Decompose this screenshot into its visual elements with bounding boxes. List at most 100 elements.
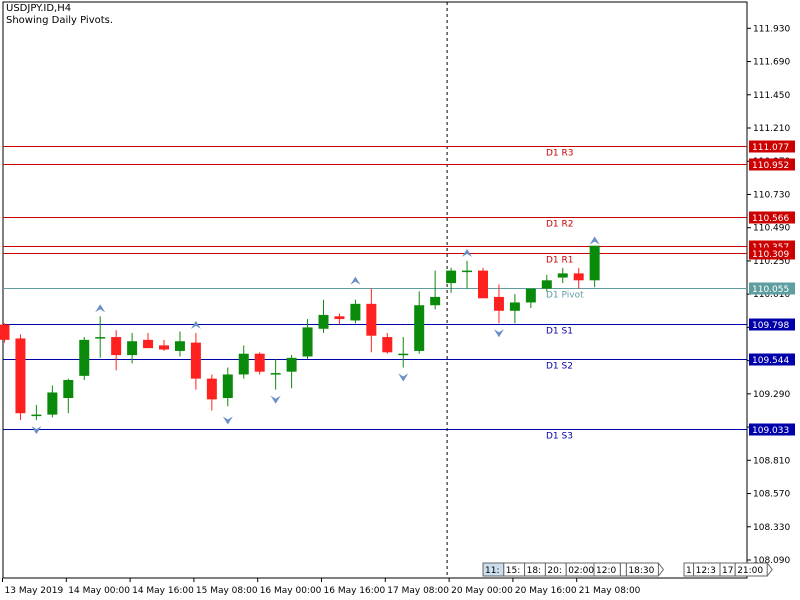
price-label-text: 109.033 bbox=[752, 426, 789, 436]
fractal-up-marker bbox=[589, 236, 600, 245]
fractal-up-marker bbox=[462, 248, 473, 257]
y-tick-label: 109.290 bbox=[753, 390, 790, 400]
price-label-box bbox=[749, 353, 795, 366]
session-tab-label: 18:30 bbox=[628, 566, 654, 576]
session-tab-label: 17 bbox=[722, 566, 733, 576]
fractal-down-marker bbox=[398, 373, 409, 382]
bullish-candle bbox=[286, 357, 297, 372]
bullish-candle bbox=[557, 273, 568, 278]
price-label-box bbox=[749, 423, 795, 436]
bearish-candle bbox=[254, 353, 265, 372]
session-tab-label: 12:3 bbox=[696, 566, 716, 576]
price-label-box bbox=[749, 140, 795, 153]
session-tab[interactable] bbox=[734, 562, 768, 577]
session-tab-arrow bbox=[766, 562, 773, 577]
fractal-up-marker bbox=[350, 276, 361, 285]
bearish-candle bbox=[573, 273, 584, 281]
bullish-candle bbox=[414, 305, 425, 351]
y-tick-label: 108.330 bbox=[753, 523, 790, 533]
bearish-candle bbox=[493, 296, 504, 311]
chart-plot-frame bbox=[2, 1, 748, 579]
y-tick-label: 108.090 bbox=[753, 556, 790, 566]
bearish-candle bbox=[478, 270, 488, 299]
chart-subtitle: Showing Daily Pivots. bbox=[6, 15, 114, 26]
session-tab-label: 12:0 bbox=[596, 566, 616, 576]
price-label-text: 111.077 bbox=[752, 143, 789, 153]
pivot-level-name: D1 S2 bbox=[546, 362, 573, 372]
x-tick-label: 14 May 00:00 bbox=[68, 586, 130, 596]
session-tab-arrow bbox=[658, 562, 665, 577]
bullish-candle bbox=[63, 380, 74, 398]
x-tick-label: 21 May 08:00 bbox=[579, 586, 641, 596]
bearish-candle bbox=[206, 378, 217, 400]
y-tick-label: 110.250 bbox=[753, 257, 790, 267]
x-tick-label: 16 May 00:00 bbox=[260, 586, 322, 596]
pivot-level-name: D1 R2 bbox=[546, 220, 574, 230]
bullish-candle bbox=[589, 245, 600, 281]
bearish-candle bbox=[366, 303, 377, 336]
session-tab-label: 18: bbox=[527, 566, 541, 576]
session-tab-label: 1 bbox=[686, 566, 692, 576]
pivot-level-name: D1 S1 bbox=[546, 327, 573, 337]
x-tick-label: 20 May 16:00 bbox=[515, 586, 577, 596]
bearish-candle bbox=[382, 337, 393, 353]
fractal-down-marker bbox=[31, 426, 42, 435]
y-tick-label: 111.450 bbox=[753, 91, 790, 101]
pivot-level-name: D1 R1 bbox=[546, 256, 574, 266]
bullish-candle bbox=[79, 339, 90, 376]
price-label-text: 109.798 bbox=[752, 321, 789, 331]
price-label-box bbox=[749, 247, 795, 260]
x-tick-label: 17 May 08:00 bbox=[387, 586, 449, 596]
x-tick-label: 13 May 2019 bbox=[5, 586, 64, 596]
bearish-candle bbox=[143, 339, 154, 349]
bullish-candle bbox=[47, 392, 58, 415]
fractal-down-marker bbox=[493, 329, 504, 338]
price-label-text: 110.566 bbox=[752, 214, 789, 224]
session-tab[interactable] bbox=[625, 562, 659, 577]
bullish-candle bbox=[525, 288, 536, 303]
bearish-candle bbox=[15, 338, 26, 414]
bullish-candle bbox=[462, 270, 473, 273]
price-label-text: 110.952 bbox=[752, 161, 789, 171]
fractal-up-marker bbox=[95, 304, 106, 313]
session-tab-label: 15: bbox=[506, 566, 520, 576]
x-tick-label: 20 May 00:00 bbox=[451, 586, 513, 596]
bullish-candle bbox=[270, 373, 281, 375]
bearish-candle bbox=[159, 345, 169, 350]
session-tab-label: 11: bbox=[485, 566, 499, 576]
price-label-box bbox=[749, 318, 795, 331]
bullish-candle bbox=[350, 303, 361, 321]
bullish-candle bbox=[509, 302, 520, 311]
price-label-box bbox=[749, 158, 795, 171]
bullish-candle bbox=[174, 341, 185, 351]
price-label-text: 110.309 bbox=[752, 250, 789, 260]
bullish-candle bbox=[238, 353, 249, 375]
session-tab-label: 20: bbox=[547, 566, 561, 576]
bullish-candle bbox=[127, 341, 138, 356]
y-tick-label: 111.210 bbox=[753, 124, 790, 134]
bearish-candle bbox=[0, 324, 10, 340]
y-tick-label: 110.730 bbox=[753, 190, 790, 200]
x-tick-label: 14 May 16:00 bbox=[132, 586, 194, 596]
fractal-down-marker bbox=[270, 395, 281, 404]
session-tab[interactable] bbox=[619, 562, 627, 577]
bullish-candle bbox=[318, 314, 329, 329]
y-tick-label: 108.570 bbox=[753, 490, 790, 500]
pivot-level-name: D1 Pivot bbox=[546, 291, 584, 301]
session-tab-label: 21:00 bbox=[737, 566, 763, 576]
bearish-candle bbox=[334, 316, 345, 320]
bullish-candle bbox=[95, 337, 106, 339]
bullish-candle bbox=[302, 327, 313, 357]
pivot-level-name: D1 S3 bbox=[546, 432, 573, 442]
y-tick-label: 111.690 bbox=[753, 58, 790, 68]
price-label-text: 109.544 bbox=[752, 356, 789, 366]
y-tick-label: 110.010 bbox=[753, 290, 790, 300]
fractal-up-marker bbox=[190, 320, 201, 329]
bearish-candle bbox=[190, 342, 201, 379]
price-label-box bbox=[749, 211, 795, 224]
bullish-candle bbox=[222, 374, 233, 398]
bullish-candle bbox=[398, 353, 409, 356]
bullish-candle bbox=[31, 414, 42, 417]
chart-symbol-title: USDJPY.ID,H4 bbox=[6, 3, 72, 14]
